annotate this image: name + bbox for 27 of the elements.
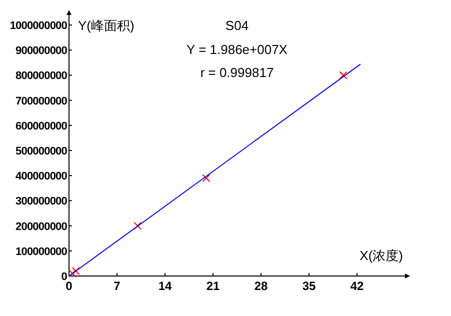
y-tick-label: 900000000	[16, 45, 68, 58]
x-tick-label: 28	[254, 279, 268, 293]
annotation: Y = 1.986e+007X	[186, 42, 288, 57]
y-tick-label: 200000000	[16, 220, 68, 233]
y-axis-title: Y(峰面积)	[78, 18, 134, 33]
y-tick-label: 500000000	[16, 146, 68, 158]
y-tick-label: 400000000	[16, 170, 68, 183]
x-tick-label: 21	[206, 279, 220, 293]
x-tick-label: 42	[350, 279, 364, 293]
x-tick-label: 7	[114, 279, 121, 293]
y-tick-label: 800000000	[16, 70, 68, 82]
point	[72, 266, 80, 275]
x-axis-title: X(浓度)	[360, 248, 403, 263]
x-tick-label: 14	[158, 279, 172, 293]
y-tick-label: 1000000000	[10, 20, 68, 32]
point	[68, 269, 76, 278]
y-tick-label: 0	[61, 271, 68, 283]
y-tick-label: 100000000	[16, 246, 68, 258]
point	[202, 174, 210, 182]
y-tick-label: 600000000	[16, 120, 68, 132]
point	[339, 71, 348, 80]
y-tick-label: 300000000	[16, 196, 68, 208]
chart-title: S04	[225, 18, 249, 33]
x-tick-label: 35	[302, 279, 316, 293]
y-tick-label: 700000000	[16, 95, 68, 108]
annotation: r = 0.999817	[200, 65, 274, 80]
point	[134, 222, 142, 230]
